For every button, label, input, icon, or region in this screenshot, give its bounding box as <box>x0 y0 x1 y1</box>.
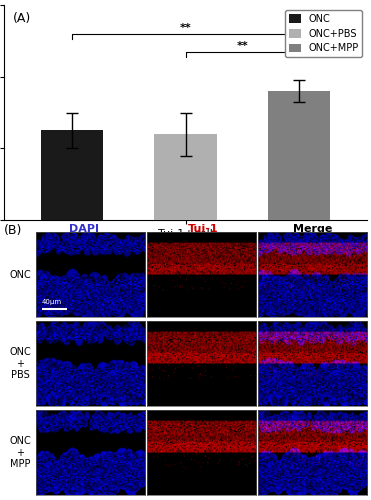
Text: ONC
+
PBS: ONC + PBS <box>9 347 31 380</box>
Text: ONC
+
MPP: ONC + MPP <box>9 436 31 469</box>
Text: (A): (A) <box>13 12 31 25</box>
Text: **: ** <box>180 22 191 32</box>
Text: (B): (B) <box>4 224 22 237</box>
Legend: ONC, ONC+PBS, ONC+MPP: ONC, ONC+PBS, ONC+MPP <box>285 10 362 58</box>
Text: 40μm: 40μm <box>42 299 62 305</box>
Text: Tuj-1: Tuj-1 <box>188 224 219 234</box>
Text: Merge: Merge <box>293 224 332 234</box>
Text: DAPI: DAPI <box>69 224 99 234</box>
Bar <box>268 91 330 435</box>
Bar <box>154 134 217 435</box>
Text: ONC: ONC <box>9 270 31 280</box>
Text: **: ** <box>236 40 248 50</box>
Bar <box>41 130 103 435</box>
